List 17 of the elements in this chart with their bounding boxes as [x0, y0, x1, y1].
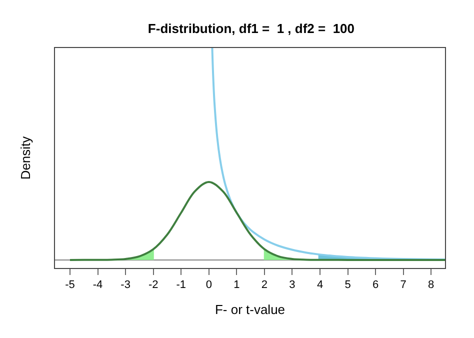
x-axis-title: F- or t-value: [214, 302, 286, 317]
y-axis-title: Density: [18, 136, 33, 180]
x-tick-label: 8: [428, 279, 434, 292]
chart-title: F-distribution, df1 = 1 , df2 = 100: [148, 20, 355, 36]
x-tick-label: -4: [92, 279, 103, 292]
x-tick-label: 4: [316, 279, 324, 292]
x-tick-label: 0: [206, 279, 212, 292]
x-tick-label: -1: [176, 279, 186, 292]
x-tick-label: -2: [148, 279, 158, 292]
x-tick-label: -5: [65, 279, 75, 292]
x-tick-label: 6: [372, 279, 379, 292]
x-tick-label: 2: [261, 279, 268, 292]
x-tick-label: -3: [120, 279, 130, 292]
x-tick-label: 7: [400, 279, 406, 292]
x-tick-label: 1: [234, 279, 240, 292]
x-tick-label: 5: [344, 279, 351, 292]
x-tick-label: 3: [289, 279, 296, 292]
